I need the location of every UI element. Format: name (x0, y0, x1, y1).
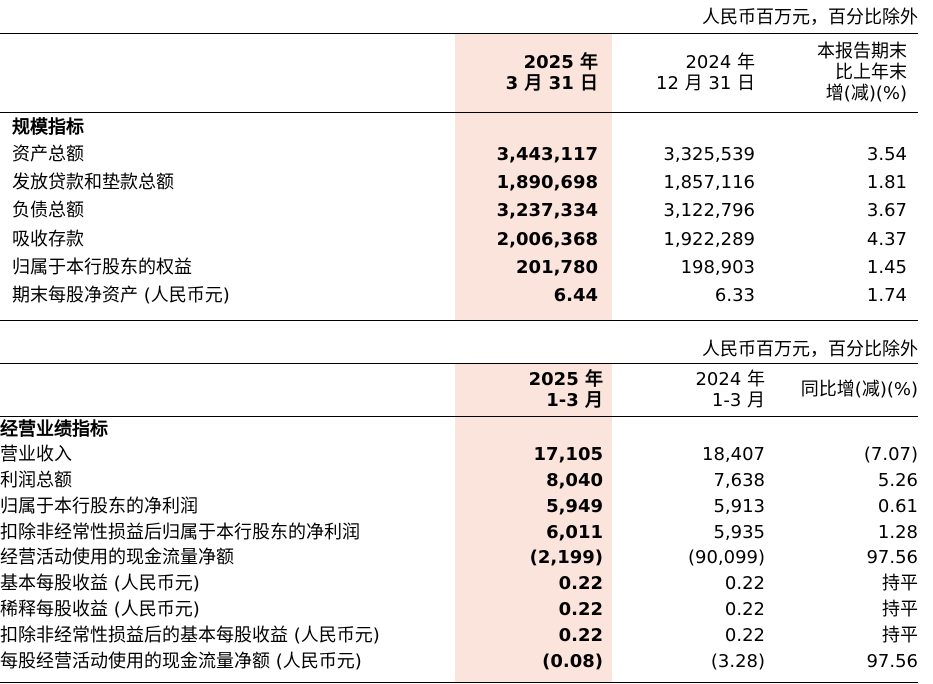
cell-value: 6.33 (714, 285, 755, 306)
column-header: 2025 年 (528, 368, 603, 390)
unit-note: 人民币百万元，百分比除外 (702, 7, 918, 28)
header-rule (0, 416, 918, 417)
cell-value: 6,011 (546, 521, 603, 543)
row-label: 归属于本行股东的权益 (12, 256, 192, 278)
cell-value: (90,099) (687, 547, 765, 569)
top-rule (0, 363, 918, 364)
row-label: 归属于本行股东的净利润 (0, 495, 198, 517)
cell-value: 5,913 (713, 495, 765, 517)
cell-value: 3,122,796 (663, 200, 755, 222)
cell-value: 1,890,698 (496, 172, 598, 194)
row-label: 扣除非经常性损益后的基本每股收益 (人民币元) (0, 624, 380, 646)
row-label: 营业收入 (0, 444, 72, 465)
cell-value: 3,237,334 (496, 200, 598, 222)
column-header: 12 月 31 日 (656, 72, 755, 94)
column-header: 3 月 31 日 (505, 72, 598, 94)
cell-value: 3.67 (866, 200, 907, 222)
row-label: 吸收存款 (12, 228, 84, 250)
cell-value: 0.22 (724, 624, 765, 646)
cell-value: 97.56 (866, 650, 918, 672)
column-header: 2024 年 (695, 368, 765, 390)
bottom-rule (0, 681, 918, 683)
cell-value: 持平 (882, 573, 918, 595)
column-header: 2025 年 (523, 51, 598, 73)
row-label: 发放贷款和垫款总额 (12, 172, 174, 194)
cell-value: 1.81 (866, 172, 907, 194)
cell-value: 17,105 (533, 444, 603, 465)
row-label: 负债总额 (12, 200, 84, 222)
cell-value: (2,199) (529, 547, 603, 569)
cell-value: 18,407 (702, 444, 765, 465)
bottom-rule (0, 320, 918, 322)
row-label: 经营活动使用的现金流量净额 (0, 547, 234, 569)
cell-value: 0.22 (558, 624, 603, 646)
cell-value: (0.08) (542, 650, 603, 672)
row-label: 资产总额 (12, 144, 84, 165)
cell-value: 2,006,368 (496, 228, 598, 250)
row-label: 每股经营活动使用的现金流量净额 (人民币元) (0, 650, 362, 672)
cell-value: (7.07) (863, 444, 918, 465)
cell-value: 3.54 (866, 144, 907, 165)
cell-value: 1.74 (866, 285, 907, 306)
cell-value: (3.28) (710, 650, 765, 672)
cell-value: 201,780 (516, 256, 598, 278)
section-title: 经营业绩指标 (0, 419, 108, 440)
row-label: 扣除非经常性损益后归属于本行股东的净利润 (0, 521, 360, 543)
cell-value: 5,935 (713, 521, 765, 543)
cell-value: 持平 (882, 599, 918, 621)
column-header: 增(减)(%) (825, 83, 907, 104)
cell-value: 0.22 (558, 573, 603, 595)
row-label: 稀释每股收益 (人民币元) (0, 599, 200, 621)
row-label: 期末每股净资产 (人民币元) (12, 285, 230, 306)
column-header: 2024 年 (685, 51, 755, 73)
cell-value: 1.28 (877, 521, 918, 543)
cell-value: 97.56 (866, 547, 918, 569)
section-title: 规模指标 (12, 117, 84, 138)
column-header: 本报告期末 (817, 41, 907, 62)
cell-value: 3,443,117 (496, 144, 598, 165)
cell-value: 7,638 (713, 469, 765, 491)
cell-value: 8,040 (546, 469, 603, 491)
row-label: 利润总额 (0, 469, 72, 491)
highlight-column (455, 33, 612, 321)
column-header: 比上年末 (835, 62, 907, 83)
column-header: 1-3 月 (711, 389, 765, 411)
cell-value: 5.26 (877, 469, 918, 491)
column-header: 同比增(减)(%) (800, 379, 918, 400)
top-rule (0, 33, 918, 34)
unit-note: 人民币百万元，百分比除外 (702, 339, 918, 360)
cell-value: 1,922,289 (663, 228, 755, 250)
cell-value: 1.45 (866, 256, 907, 278)
cell-value: 6.44 (553, 285, 598, 306)
cell-value: 4.37 (866, 228, 907, 250)
column-header: 1-3 月 (546, 389, 603, 411)
cell-value: 0.22 (558, 599, 603, 621)
cell-value: 持平 (882, 624, 918, 646)
cell-value: 3,325,539 (663, 144, 755, 165)
cell-value: 0.22 (724, 573, 765, 595)
header-rule (0, 112, 918, 113)
row-label: 基本每股收益 (人民币元) (0, 573, 200, 595)
cell-value: 0.22 (724, 599, 765, 621)
cell-value: 1,857,116 (663, 172, 755, 194)
cell-value: 198,903 (680, 256, 755, 278)
cell-value: 5,949 (546, 495, 603, 517)
cell-value: 0.61 (877, 495, 918, 517)
